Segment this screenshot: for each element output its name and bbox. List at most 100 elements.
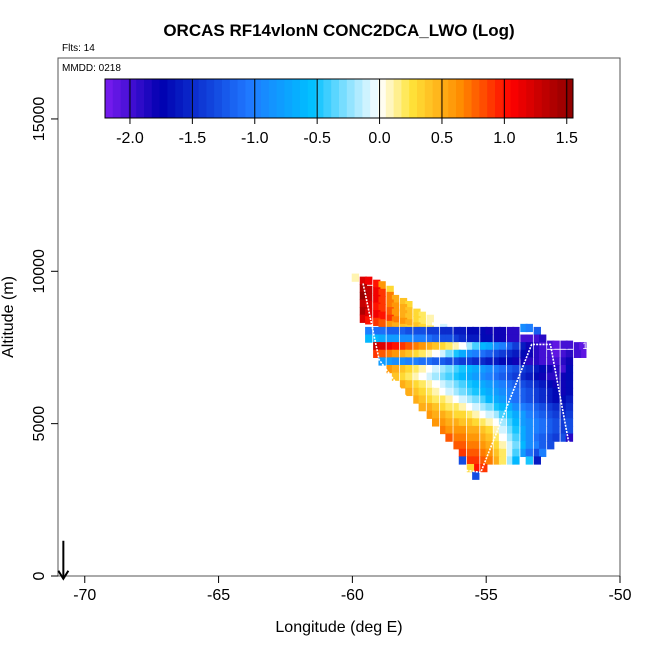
heatmap-cell — [453, 418, 461, 427]
colorbar-segment — [206, 79, 215, 118]
heatmap-cell — [485, 380, 493, 389]
heatmap-cell — [405, 380, 413, 389]
heatmap-cell — [453, 403, 461, 412]
heatmap-cell — [453, 433, 461, 442]
heatmap-cell — [458, 456, 467, 465]
heatmap-cell — [565, 357, 574, 366]
heatmap-cell — [533, 334, 541, 343]
heatmap-cell — [466, 326, 475, 336]
heatmap-cell — [418, 387, 426, 397]
colorbar-segment — [237, 79, 246, 118]
heatmap-cell — [472, 425, 480, 435]
heatmap-cell — [365, 334, 373, 343]
heatmap-cell — [466, 403, 475, 412]
heatmap-cell — [458, 418, 467, 427]
heatmap-cell — [533, 456, 541, 465]
heatmap-cell — [539, 364, 547, 374]
heatmap-cell — [472, 448, 480, 458]
heatmap-cell — [485, 395, 493, 404]
colorbar-segment — [198, 79, 207, 118]
heatmap-cell — [466, 334, 475, 343]
heatmap-cell — [547, 364, 555, 374]
heatmap-cell — [533, 364, 541, 374]
heatmap-cell — [506, 364, 515, 374]
heatmap-cell — [440, 326, 448, 336]
heatmap-cell — [480, 326, 488, 336]
heatmap-cell — [493, 425, 501, 435]
heatmap-cell — [391, 372, 400, 381]
colorbar-segment — [222, 79, 231, 118]
heatmap-cell — [533, 372, 541, 381]
heatmap-cell — [560, 418, 568, 427]
heatmap-cell — [520, 372, 528, 381]
heatmap-cell — [432, 395, 440, 404]
heatmap-cell — [520, 380, 528, 389]
heatmap-cell — [539, 433, 547, 442]
heatmap-cell — [432, 387, 440, 397]
heatmap-cell — [560, 425, 568, 435]
heatmap-cell — [565, 387, 574, 397]
heatmap-cell — [480, 334, 488, 343]
heatmap-cell — [560, 433, 568, 442]
heatmap-cell — [453, 387, 461, 397]
heatmap-cell — [547, 403, 555, 412]
heatmap-cell — [386, 364, 394, 374]
heatmap-cell — [520, 395, 528, 404]
heatmap-cell — [525, 357, 533, 366]
colorbar-segment — [409, 79, 418, 118]
heatmap-cell — [525, 418, 533, 427]
colorbar-segment — [284, 79, 293, 118]
heatmap-cell — [533, 433, 541, 442]
heatmap-cell — [472, 433, 480, 442]
heatmap-cell — [426, 342, 434, 351]
heatmap-cell — [453, 410, 461, 419]
heatmap-cell — [432, 410, 440, 419]
heatmap-cell — [506, 372, 515, 381]
colorbar-segment — [175, 79, 184, 118]
heatmap-cell — [472, 395, 480, 404]
heatmap-cell — [426, 395, 434, 404]
heatmap-cell — [440, 425, 448, 435]
heatmap-cell — [365, 301, 373, 310]
heatmap-cell — [418, 311, 426, 320]
heatmap-cell — [565, 395, 574, 404]
heatmap-cell — [533, 326, 541, 336]
y-tick-label: 5000 — [31, 406, 48, 442]
colorbar-segment — [268, 79, 278, 118]
heatmap-cell — [359, 307, 368, 316]
heatmap-cell — [485, 372, 493, 381]
heatmap-cell — [512, 326, 520, 336]
heatmap-cell — [525, 456, 533, 465]
date-annotation: MMDD: 0218 — [62, 63, 121, 74]
heatmap-cell — [472, 326, 480, 336]
heatmap-cell — [378, 288, 386, 298]
x-tick-label: -65 — [207, 587, 230, 604]
heatmap-cell — [472, 357, 480, 366]
heatmap-cell — [458, 403, 467, 412]
y-axis-label: Altitude (m) — [0, 276, 17, 358]
heatmap-cell — [547, 349, 555, 358]
heatmap-cell — [520, 323, 528, 333]
heatmap-cell — [525, 410, 533, 419]
heatmap-cell — [365, 326, 373, 336]
heatmap-cell — [405, 326, 413, 336]
heatmap-cell — [426, 364, 434, 374]
x-tick-label: -70 — [73, 587, 96, 604]
heatmap-cell — [440, 395, 448, 404]
colorbar-segment — [401, 79, 410, 118]
heatmap-cell — [533, 403, 541, 412]
heatmap-cell — [386, 342, 394, 351]
heatmap-cell — [413, 395, 421, 404]
heatmap-cell — [426, 357, 434, 366]
heatmap-cell — [506, 334, 515, 343]
heatmap-cell — [466, 387, 475, 397]
heatmap-cell — [466, 410, 475, 419]
heatmap-cell — [445, 342, 453, 351]
x-axis-label: Longitude (deg E) — [275, 619, 402, 636]
heatmap-cell — [533, 342, 541, 351]
heatmap-cell — [512, 448, 520, 458]
colorbar-segment — [487, 79, 496, 118]
heatmap-cell — [498, 418, 507, 427]
heatmap-cell — [445, 395, 453, 404]
heatmap-cell — [520, 357, 528, 366]
